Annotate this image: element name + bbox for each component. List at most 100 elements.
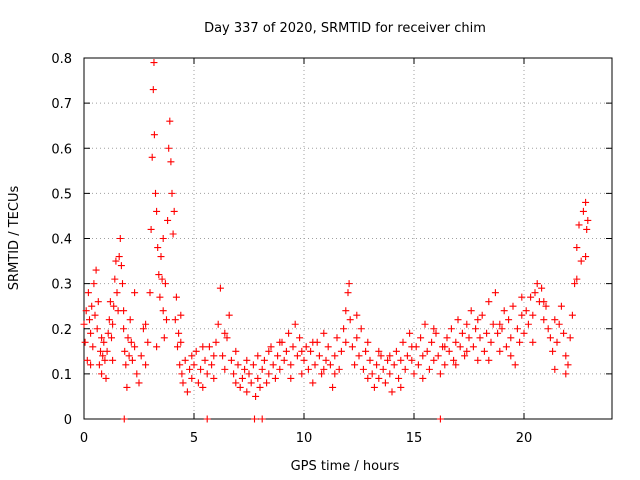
- x-tick-label: 0: [80, 431, 88, 446]
- data-point: [120, 325, 128, 333]
- data-point: [584, 216, 592, 224]
- data-point: [274, 352, 282, 360]
- data-point: [205, 343, 213, 351]
- data-point: [346, 316, 354, 324]
- chart-title: Day 337 of 2020, SRMTID for receiver chi…: [204, 21, 486, 36]
- data-point: [258, 415, 266, 423]
- data-point: [425, 365, 433, 373]
- data-point: [507, 334, 515, 342]
- y-tick-label: 0.3: [51, 278, 72, 293]
- data-point: [311, 361, 319, 369]
- data-point: [98, 370, 106, 378]
- data-point: [555, 320, 563, 328]
- data-point: [208, 361, 216, 369]
- data-point: [511, 361, 519, 369]
- data-point: [210, 374, 218, 382]
- data-point: [575, 221, 583, 229]
- data-point: [377, 352, 385, 360]
- data-point: [298, 347, 306, 355]
- data-point: [452, 338, 460, 346]
- data-point: [81, 338, 89, 346]
- data-point: [505, 316, 513, 324]
- data-point: [163, 316, 170, 324]
- data-point: [546, 334, 554, 342]
- data-point: [417, 334, 425, 342]
- data-point: [267, 343, 275, 351]
- data-point: [92, 266, 100, 274]
- data-point: [123, 383, 131, 391]
- y-tick-label: 0.4: [51, 233, 72, 248]
- data-point: [461, 352, 469, 360]
- data-point: [419, 374, 427, 382]
- data-point: [109, 356, 117, 364]
- data-point: [178, 370, 186, 378]
- data-point: [186, 365, 194, 373]
- y-tick-label: 0.2: [51, 323, 72, 338]
- data-point: [549, 347, 557, 355]
- y-axis-label: SRMTID / TECUs: [7, 186, 22, 291]
- data-point: [447, 325, 455, 333]
- data-point: [445, 347, 453, 355]
- data-point: [583, 225, 591, 233]
- y-tick-label: 0.1: [51, 368, 72, 383]
- data-point: [480, 347, 488, 355]
- data-point: [544, 325, 552, 333]
- data-point: [456, 343, 464, 351]
- data-point: [452, 361, 460, 369]
- data-point: [355, 352, 363, 360]
- data-point: [573, 275, 581, 283]
- data-point: [395, 374, 403, 382]
- data-point: [179, 379, 187, 387]
- data-point: [454, 316, 462, 324]
- x-tick-label: 5: [190, 431, 198, 446]
- data-point: [390, 361, 398, 369]
- data-point: [105, 316, 113, 324]
- data-point: [232, 347, 240, 355]
- data-point: [467, 307, 475, 315]
- data-point: [562, 352, 570, 360]
- data-point: [146, 289, 154, 297]
- data-point: [197, 365, 205, 373]
- data-point: [351, 361, 359, 369]
- data-point: [176, 361, 184, 369]
- data-point: [214, 320, 222, 328]
- data-point: [150, 59, 158, 67]
- data-point: [553, 338, 561, 346]
- data-point: [98, 334, 106, 342]
- data-point: [238, 374, 246, 382]
- data-point: [533, 280, 541, 288]
- data-point: [410, 370, 418, 378]
- data-point: [373, 361, 381, 369]
- data-point: [174, 343, 181, 351]
- data-point: [142, 361, 150, 369]
- data-point: [109, 320, 117, 328]
- data-point: [551, 316, 559, 324]
- data-point: [110, 302, 118, 310]
- data-point: [320, 365, 328, 373]
- data-point: [117, 262, 125, 270]
- data-point: [516, 338, 524, 346]
- data-point: [357, 325, 365, 333]
- data-point: [243, 356, 251, 364]
- data-point: [366, 356, 374, 364]
- data-point: [212, 338, 220, 346]
- data-point: [199, 343, 207, 351]
- data-point: [342, 338, 350, 346]
- data-point: [375, 347, 383, 355]
- data-point: [527, 293, 535, 301]
- data-point: [144, 338, 152, 346]
- data-point: [522, 307, 530, 315]
- data-point: [169, 230, 177, 238]
- data-point: [384, 356, 392, 364]
- data-point: [243, 388, 251, 396]
- data-point: [489, 320, 497, 328]
- data-point: [280, 356, 288, 364]
- data-point: [458, 329, 466, 337]
- data-point: [234, 361, 242, 369]
- y-tick-label: 0.8: [51, 52, 72, 67]
- data-point: [175, 329, 183, 337]
- data-point: [183, 388, 191, 396]
- data-point: [111, 275, 119, 283]
- data-point: [236, 383, 244, 391]
